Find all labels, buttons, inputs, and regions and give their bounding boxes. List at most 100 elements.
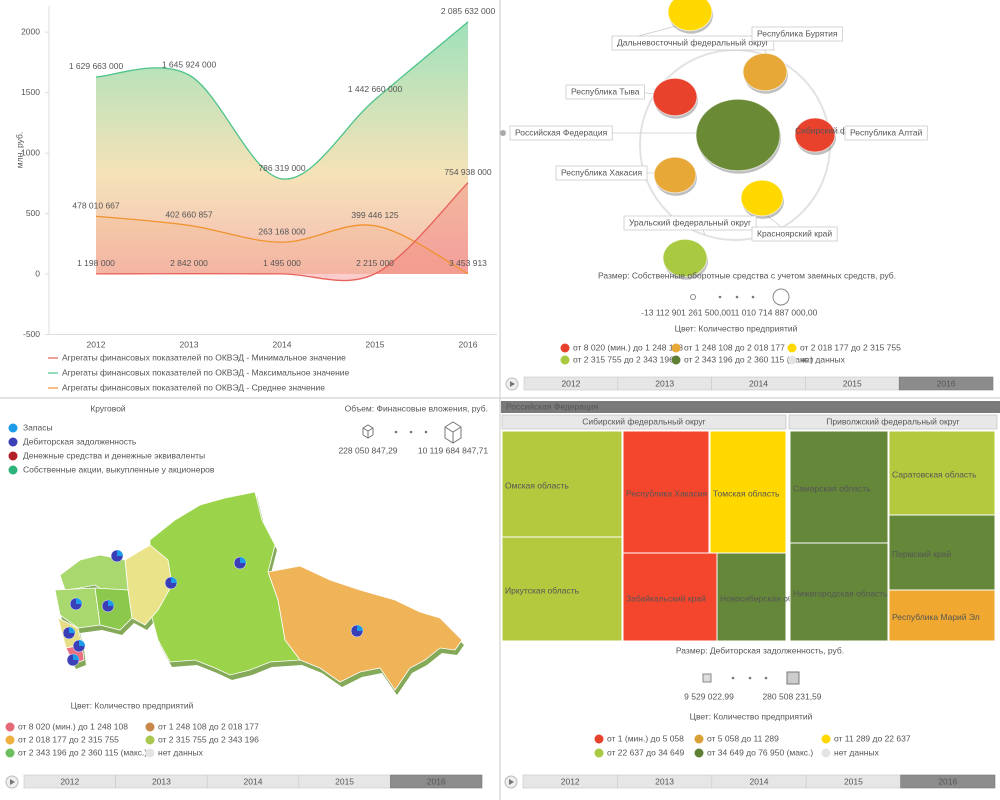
- root-label: Российская Федерация: [506, 401, 599, 411]
- size-dot: [748, 676, 752, 680]
- bubble[interactable]: [794, 117, 836, 153]
- value-label: 478 010 667: [72, 200, 120, 210]
- legend-dot: [594, 734, 604, 744]
- legend-label: от 2 018 177 до 2 315 755: [18, 734, 119, 744]
- bubble[interactable]: [653, 156, 697, 194]
- legend-dot: [8, 465, 18, 475]
- pie-slice: [76, 598, 82, 604]
- size-max-icon: [444, 421, 462, 444]
- legend-dot: [5, 722, 15, 732]
- color-title: Цвет: Количество предприятий: [71, 700, 194, 710]
- treemap-cell[interactable]: [622, 430, 710, 554]
- region[interactable]: [267, 565, 463, 691]
- timeline-year[interactable]: 2012: [60, 776, 79, 786]
- bubble[interactable]: [740, 179, 784, 217]
- y-tick-label: 1000: [21, 147, 40, 157]
- size-dot: [731, 676, 735, 680]
- treemap-cell[interactable]: [888, 514, 996, 591]
- chart-kind: Круговой: [90, 403, 126, 413]
- label-box: [844, 125, 928, 141]
- value-label: 263 168 000: [258, 226, 306, 236]
- timeline-year[interactable]: 2014: [244, 776, 263, 786]
- legend-label: от 5 058 до 11 289: [707, 733, 779, 743]
- timeline-year[interactable]: 2015: [335, 776, 354, 786]
- region[interactable]: [94, 587, 133, 631]
- timeline-year[interactable]: 2013: [152, 776, 171, 786]
- bubble[interactable]: [652, 77, 698, 117]
- timeline-year[interactable]: 2014: [750, 776, 769, 786]
- size-min-icon: [690, 294, 696, 300]
- treemap-cell[interactable]: [888, 589, 996, 642]
- legend-dot: [5, 735, 15, 745]
- timeline-year[interactable]: 2015: [844, 776, 863, 786]
- bubble[interactable]: [742, 52, 788, 92]
- value-label: 1 495 000: [263, 258, 301, 268]
- line: [95, 21, 469, 180]
- timeline-year[interactable]: 2013: [655, 776, 674, 786]
- treemap-cell[interactable]: [789, 430, 889, 544]
- map-panel: Круговой Объем: Финансовые вложения, руб.…: [5, 403, 488, 789]
- region[interactable]: [149, 491, 301, 676]
- timeline-year[interactable]: 2016: [427, 776, 446, 786]
- size-max: 280 508 231,59: [762, 691, 821, 701]
- timeline-tab[interactable]: [900, 774, 996, 789]
- timeline-tab[interactable]: [390, 774, 483, 789]
- timeline-year[interactable]: 2015: [843, 378, 862, 388]
- legend-label[interactable]: Агрегаты финансовых показателей по ОКВЭД…: [62, 382, 325, 392]
- treemap-cell[interactable]: [501, 536, 623, 642]
- color-title: Цвет: Количество предприятий: [690, 711, 813, 721]
- legend-label: от 2 018 177 до 2 315 755: [800, 342, 901, 352]
- label-box: [611, 35, 775, 51]
- legend-label: Денежные средства и денежные эквиваленты: [23, 450, 205, 460]
- bubble[interactable]: [500, 130, 506, 136]
- timeline-year[interactable]: 2016: [938, 776, 957, 786]
- legend-dot: [8, 451, 18, 461]
- legend-dot: [671, 355, 681, 365]
- cell-label: Новосибирская область: [720, 593, 815, 603]
- size-dot: [394, 430, 398, 434]
- timeline-year[interactable]: 2012: [561, 776, 580, 786]
- x-tick-label: 2013: [180, 339, 199, 349]
- y-tick-label: 500: [26, 208, 40, 218]
- pie-slice: [108, 600, 114, 606]
- legend-label: от 1 248 108 до 2 018 177: [158, 721, 259, 731]
- legend-label: от 2 315 755 до 2 343 196: [573, 354, 674, 364]
- y-tick-label: 1500: [21, 87, 40, 97]
- size-max: 11 010 714 887 000,00: [731, 307, 818, 317]
- timeline-year[interactable]: 2012: [561, 378, 580, 388]
- timeline-year[interactable]: 2016: [937, 378, 956, 388]
- legend-label[interactable]: Агрегаты финансовых показателей по ОКВЭД…: [62, 367, 350, 377]
- label-box: [751, 26, 843, 42]
- label-box: [623, 215, 757, 231]
- legend-dot: [8, 437, 18, 447]
- color-title: Цвет: Количество предприятий: [675, 323, 798, 333]
- treemap-cell[interactable]: [716, 552, 787, 642]
- treemap-cell[interactable]: [501, 430, 623, 538]
- bubble[interactable]: [667, 0, 713, 32]
- legend-label[interactable]: Агрегаты финансовых показателей по ОКВЭД…: [62, 352, 346, 362]
- legend-dot: [8, 423, 18, 433]
- size-min: 9 529 022,99: [684, 691, 734, 701]
- treemap-cell[interactable]: [709, 430, 787, 554]
- timeline-year[interactable]: 2013: [655, 378, 674, 388]
- bubble[interactable]: [662, 238, 708, 278]
- bubble[interactable]: [695, 98, 781, 172]
- legend-label: нет данных: [800, 354, 846, 364]
- pie-slice: [240, 557, 246, 563]
- timeline-tab[interactable]: [898, 376, 994, 391]
- bubble-label: Республика Хакасия: [561, 167, 642, 177]
- size-min-icon: [702, 673, 712, 683]
- value-label: 1 198 000: [77, 258, 115, 268]
- bubble-label: Республика Бурятия: [757, 28, 838, 38]
- play-icon: [510, 381, 515, 387]
- label-box: [509, 125, 613, 141]
- label-box: [565, 84, 645, 100]
- treemap-cell[interactable]: [888, 430, 996, 516]
- timeline-year[interactable]: 2014: [749, 378, 768, 388]
- treemap-cell[interactable]: [789, 542, 889, 642]
- line: [95, 215, 469, 275]
- label-box: [751, 226, 838, 242]
- treemap-panel: Российская Федерация Сибирский федеральны…: [501, 401, 1000, 789]
- play-icon: [10, 779, 15, 785]
